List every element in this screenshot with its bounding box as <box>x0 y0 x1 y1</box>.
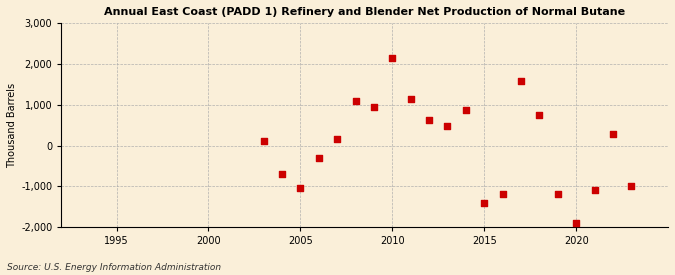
Title: Annual East Coast (PADD 1) Refinery and Blender Net Production of Normal Butane: Annual East Coast (PADD 1) Refinery and … <box>104 7 625 17</box>
Point <box>534 113 545 117</box>
Point <box>552 192 563 197</box>
Point <box>350 98 361 103</box>
Point <box>626 184 637 188</box>
Point <box>295 186 306 191</box>
Point <box>571 221 582 225</box>
Point <box>516 79 526 83</box>
Point <box>479 200 489 205</box>
Point <box>369 104 379 109</box>
Point <box>442 124 453 128</box>
Point <box>313 156 324 160</box>
Point <box>331 137 342 142</box>
Point <box>608 132 618 136</box>
Point <box>424 118 435 122</box>
Point <box>497 192 508 197</box>
Point <box>405 97 416 101</box>
Point <box>277 172 288 176</box>
Y-axis label: Thousand Barrels: Thousand Barrels <box>7 82 17 168</box>
Point <box>460 108 471 112</box>
Text: Source: U.S. Energy Information Administration: Source: U.S. Energy Information Administ… <box>7 263 221 272</box>
Point <box>387 56 398 60</box>
Point <box>589 188 600 192</box>
Point <box>259 139 269 144</box>
